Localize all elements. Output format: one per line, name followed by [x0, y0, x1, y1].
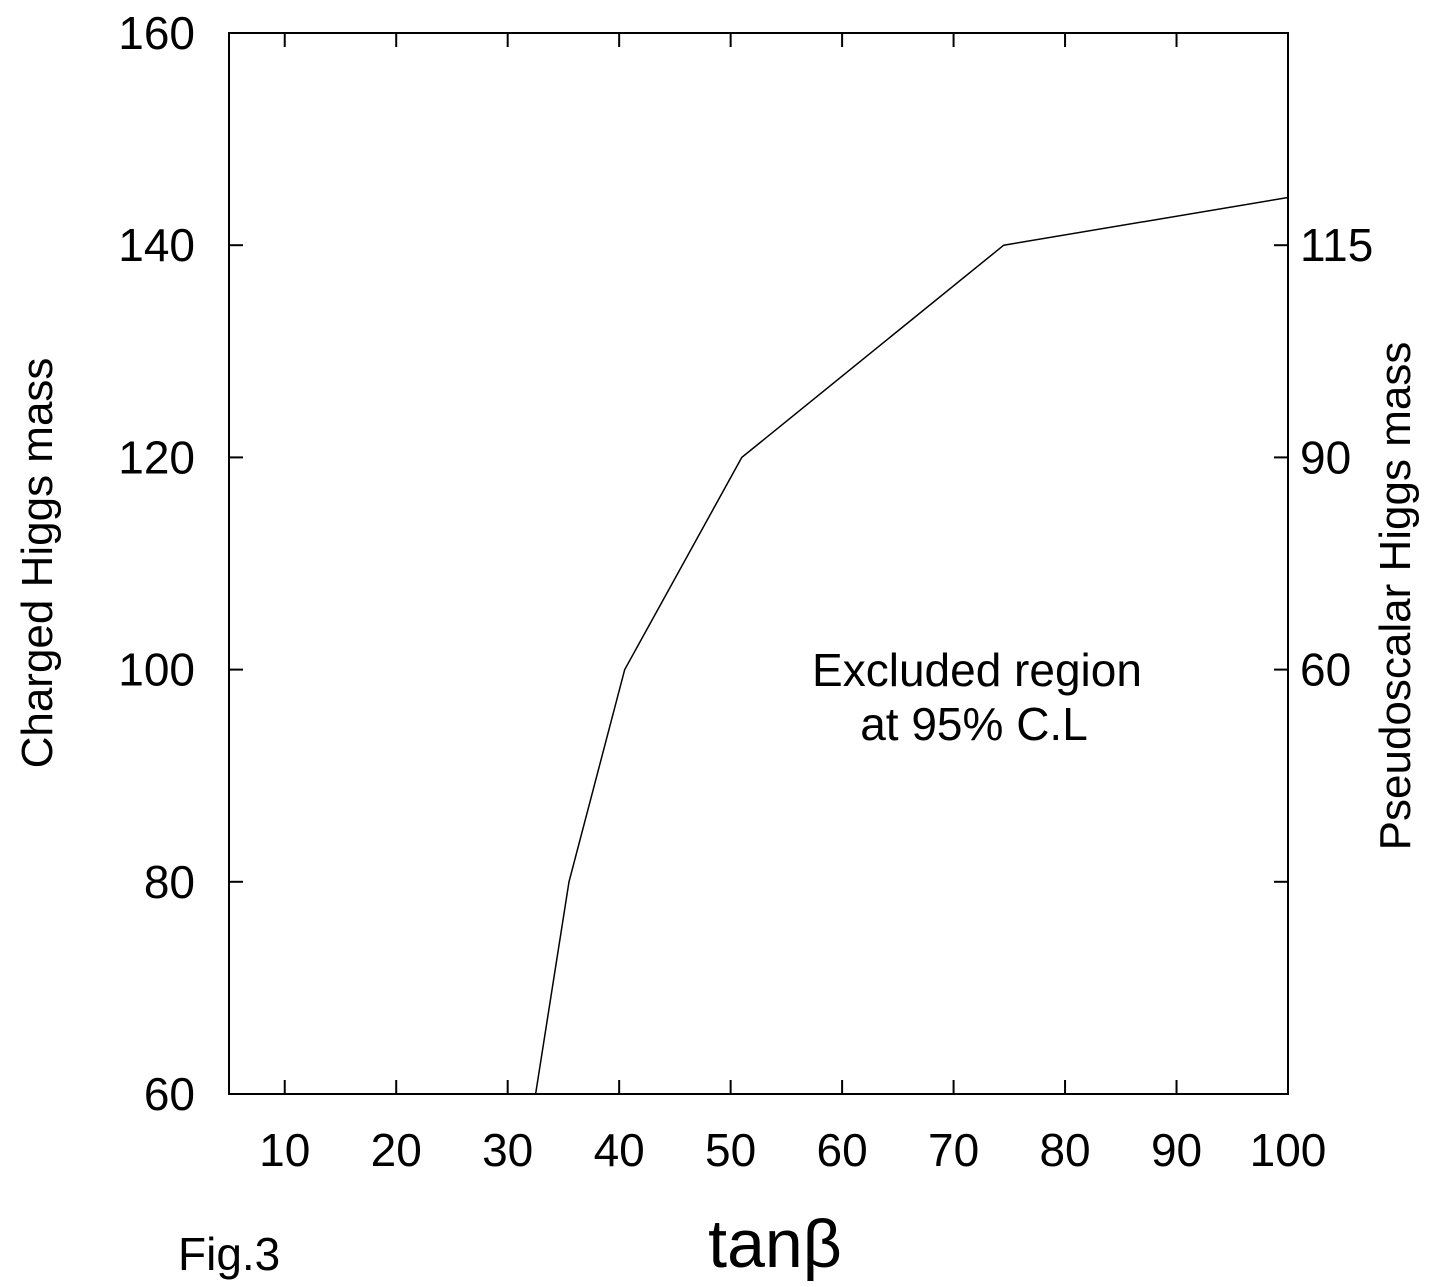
x-tick-label: 10	[259, 1124, 310, 1176]
x-tick-label: 70	[928, 1124, 979, 1176]
x-tick-label: 60	[817, 1124, 868, 1176]
x-tick-label: 80	[1039, 1124, 1090, 1176]
y-axis-title: Charged Higgs mass	[13, 358, 62, 769]
y-tick-label: 100	[118, 644, 195, 696]
y-tick-label: 120	[118, 431, 195, 483]
x-tick-label: 100	[1250, 1124, 1327, 1176]
y2-tick-label: 90	[1300, 431, 1351, 483]
tick-labels: 10 20 30 40 50 60 70 80 90 100 60 80 100 120 140 160 115…	[118, 7, 1373, 1176]
x-tick-label: 90	[1151, 1124, 1202, 1176]
y-tick-label: 60	[144, 1068, 195, 1120]
x-tick-label: 30	[482, 1124, 533, 1176]
x-tick-label: 20	[371, 1124, 422, 1176]
annotation-line-1: Excluded region	[812, 644, 1142, 696]
x-tick-label: 40	[594, 1124, 645, 1176]
y-tick-label: 140	[118, 219, 195, 271]
y2-axis-title: Pseudoscalar Higgs mass	[1371, 342, 1420, 851]
y2-tick-label: 60	[1300, 644, 1351, 696]
y2-tick-label: 115	[1300, 219, 1373, 271]
x-tick-label: 50	[705, 1124, 756, 1176]
figure-caption: Fig.3	[178, 1228, 280, 1280]
ticks	[229, 32, 1289, 1095]
y-tick-label: 80	[144, 856, 195, 908]
y-tick-label: 160	[118, 7, 195, 59]
exclusion-curve	[534, 196, 1289, 1095]
plot-frame	[228, 32, 1289, 1095]
x-axis-title: tanβ	[708, 1206, 842, 1282]
annotation-line-2: at 95% C.L	[860, 698, 1088, 750]
